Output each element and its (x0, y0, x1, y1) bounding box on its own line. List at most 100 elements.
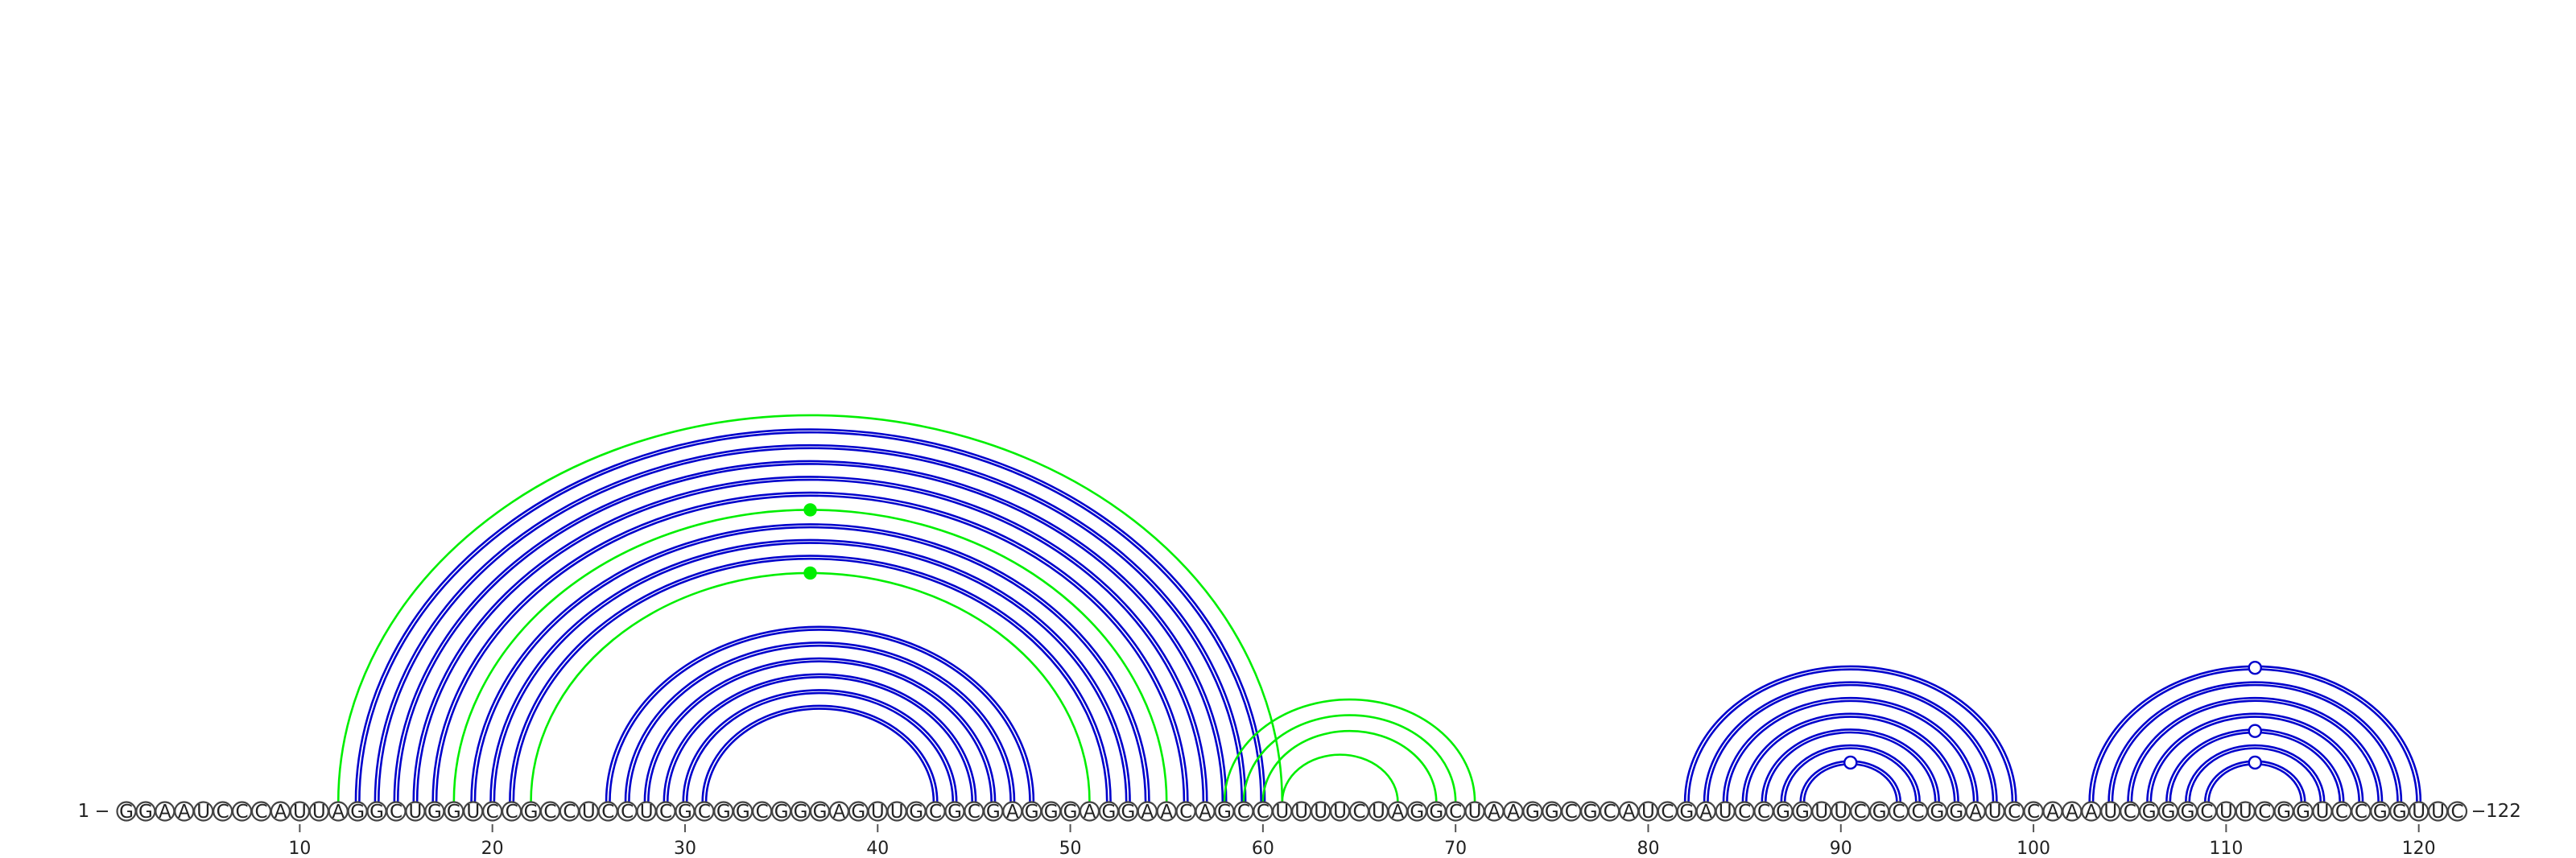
nucleotide-24: C (559, 801, 580, 823)
arc-28-46-strand-2 (643, 657, 997, 802)
nucleotide-letter: G (1410, 802, 1424, 823)
arc-30-44-strand-1 (685, 691, 955, 802)
nucleotide-117: C (2351, 801, 2372, 823)
arc-marker-5 (2248, 724, 2262, 738)
nucleotide-letter: C (2450, 802, 2463, 823)
nucleotide-96: G (1946, 801, 1967, 823)
nucleotide-letter: C (1854, 802, 1867, 823)
nucleotide-74: G (1522, 801, 1543, 823)
arc-20-53-strand-2 (489, 538, 1131, 802)
nucleotide-8: C (250, 801, 272, 823)
nucleotide-54: A (1137, 801, 1158, 823)
nucleotide-37: G (809, 801, 831, 823)
nucleotide-4: A (174, 801, 195, 823)
arc-marker-2 (803, 566, 817, 580)
nucleotide-letter: G (2161, 802, 2176, 823)
nucleotide-114: G (2293, 801, 2314, 823)
nucleotide-15: C (386, 801, 407, 823)
arc-59-70 (1242, 714, 1457, 802)
nucleotide-letter: U (1988, 802, 2002, 823)
nucleotide-letter: A (1141, 802, 1154, 823)
nucleotide-letter: C (698, 802, 711, 823)
nucleotide-67: A (1387, 801, 1408, 823)
nucleotide-66: U (1368, 801, 1389, 823)
nucleotide-73: A (1503, 801, 1524, 823)
nucleotide-letter: U (640, 802, 654, 823)
nucleotide-letter: G (447, 802, 461, 823)
nucleotide-109: C (2196, 801, 2218, 823)
arc-26-48-strand-2 (605, 625, 1035, 802)
tick-label-30: 30 (674, 839, 696, 858)
arc-21-52-strand-1 (512, 557, 1108, 802)
nucleotide-108: G (2177, 801, 2198, 823)
nucleotide-72: A (1484, 801, 1505, 823)
nucleotide-23: C (539, 801, 561, 823)
arc-19-54-strand-2 (470, 523, 1150, 802)
nucleotide-85: C (1734, 801, 1755, 823)
nucleotide-31: C (694, 801, 715, 823)
nucleotide-letter: C (2258, 802, 2271, 823)
nucleotide-letter: A (1084, 802, 1096, 823)
nucleotide-letter: U (312, 802, 326, 823)
nucleotide-letter: U (2316, 802, 2330, 823)
nucleotide-93: C (1888, 801, 1909, 823)
arc-30-44-strand-2 (682, 689, 958, 802)
nucleotide-letter: G (736, 802, 750, 823)
nucleotide-letter: A (1006, 802, 1019, 823)
nucleotide-75: G (1542, 801, 1563, 823)
nucleotide-letter: U (1294, 802, 1308, 823)
nucleotide-2: G (135, 801, 156, 823)
arc-83-98-strand-1 (1707, 683, 1995, 802)
nucleotide-43: C (925, 801, 946, 823)
nucleotide-28: U (636, 801, 657, 823)
nucleotide-45: C (964, 801, 985, 823)
tick-label-90: 90 (1830, 839, 1852, 858)
nucleotide-letter: A (2066, 802, 2079, 823)
nucleotide-letter: C (756, 802, 769, 823)
nucleotide-letter: G (1679, 802, 1694, 823)
tick-label-10: 10 (288, 839, 311, 858)
nucleotide-letter: C (2027, 802, 2040, 823)
arc-82-99-strand-1 (1687, 668, 2014, 802)
nucleotide-120: U (2409, 801, 2429, 823)
arc-87-94-strand-1 (1783, 747, 1918, 802)
nucleotide-69: G (1426, 801, 1447, 823)
nucleotide-78: C (1600, 801, 1620, 823)
nucleotide-63: U (1311, 801, 1331, 823)
arc-31-43-strand-2 (701, 704, 939, 802)
nucleotide-letter: G (2296, 802, 2310, 823)
nucleotide-letter: G (1949, 802, 1963, 823)
nucleotide-letter: C (1893, 802, 1905, 823)
nucleotide-letter: A (2046, 802, 2059, 823)
nucleotide-79: A (1618, 801, 1640, 823)
nucleotide-104: U (2100, 801, 2121, 823)
nucleotide-letter: C (968, 802, 980, 823)
nucleotide-letter: C (563, 802, 576, 823)
nucleotide-letter: A (1699, 802, 1712, 823)
arc-21-52-strand-2 (509, 555, 1112, 802)
nucleotide-1: G (116, 801, 137, 823)
tick-label-40: 40 (866, 839, 889, 858)
nucleotide-letter: C (1738, 802, 1751, 823)
nucleotide-118: G (2370, 801, 2391, 823)
nucleotide-29: C (655, 801, 676, 823)
nucleotide-letter: A (1488, 802, 1501, 823)
nucleotide-letter: G (1583, 802, 1598, 823)
nucleotide-13: G (347, 801, 368, 823)
nucleotide-letter: G (794, 802, 808, 823)
nucleotide-letter: U (1834, 802, 1847, 823)
arc-61-67 (1281, 753, 1399, 802)
arc-29-45-strand-1 (666, 676, 974, 802)
nucleotide-letter: C (1352, 802, 1365, 823)
nucleotide-letter: C (2008, 802, 2021, 823)
nucleotide-106: G (2139, 801, 2160, 823)
nucleotide-letter: C (390, 802, 402, 823)
arc-15-58-strand-1 (396, 463, 1224, 802)
nucleotide-41: U (886, 801, 907, 823)
nucleotide-33: G (733, 801, 753, 823)
nucleotide-86: C (1753, 801, 1774, 823)
arc-58-71 (1223, 698, 1476, 802)
arc-14-59-strand-2 (374, 443, 1247, 802)
nucleotide-letter: C (929, 802, 942, 823)
nucleotide-62: U (1291, 801, 1312, 823)
